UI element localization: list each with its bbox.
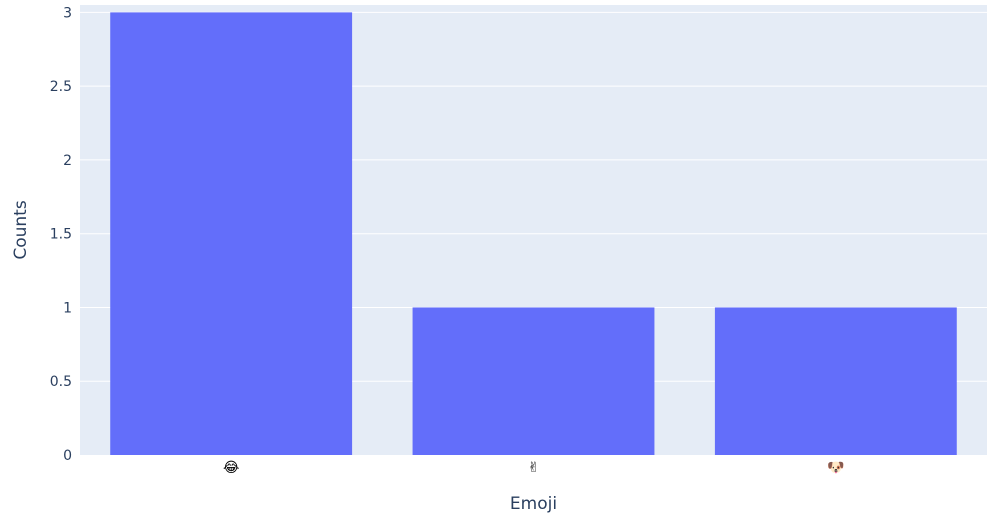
x-tick-labels: 😂 ✌ 🐶 [223, 460, 845, 476]
bar [110, 12, 353, 456]
x-tick-label: 😂 [223, 460, 239, 476]
y-axis-title: Counts [11, 200, 31, 259]
bars [110, 12, 957, 456]
y-tick-labels: 0 0.5 1 1.5 2 2.5 3 [50, 5, 72, 464]
y-tick-label: 0 [63, 448, 72, 464]
bar [412, 307, 655, 455]
y-tick-label: 0.5 [50, 374, 72, 390]
y-tick-label: 1 [63, 300, 72, 316]
x-tick-label: 🐶 [827, 460, 844, 476]
y-tick-label: 3 [63, 5, 72, 21]
x-axis-title: Emoji [510, 494, 557, 514]
x-tick-label: ✌ [528, 460, 540, 476]
y-tick-label: 1.5 [50, 227, 72, 243]
y-tick-label: 2.5 [50, 79, 72, 95]
y-tick-label: 2 [63, 153, 72, 169]
bar [714, 307, 957, 455]
